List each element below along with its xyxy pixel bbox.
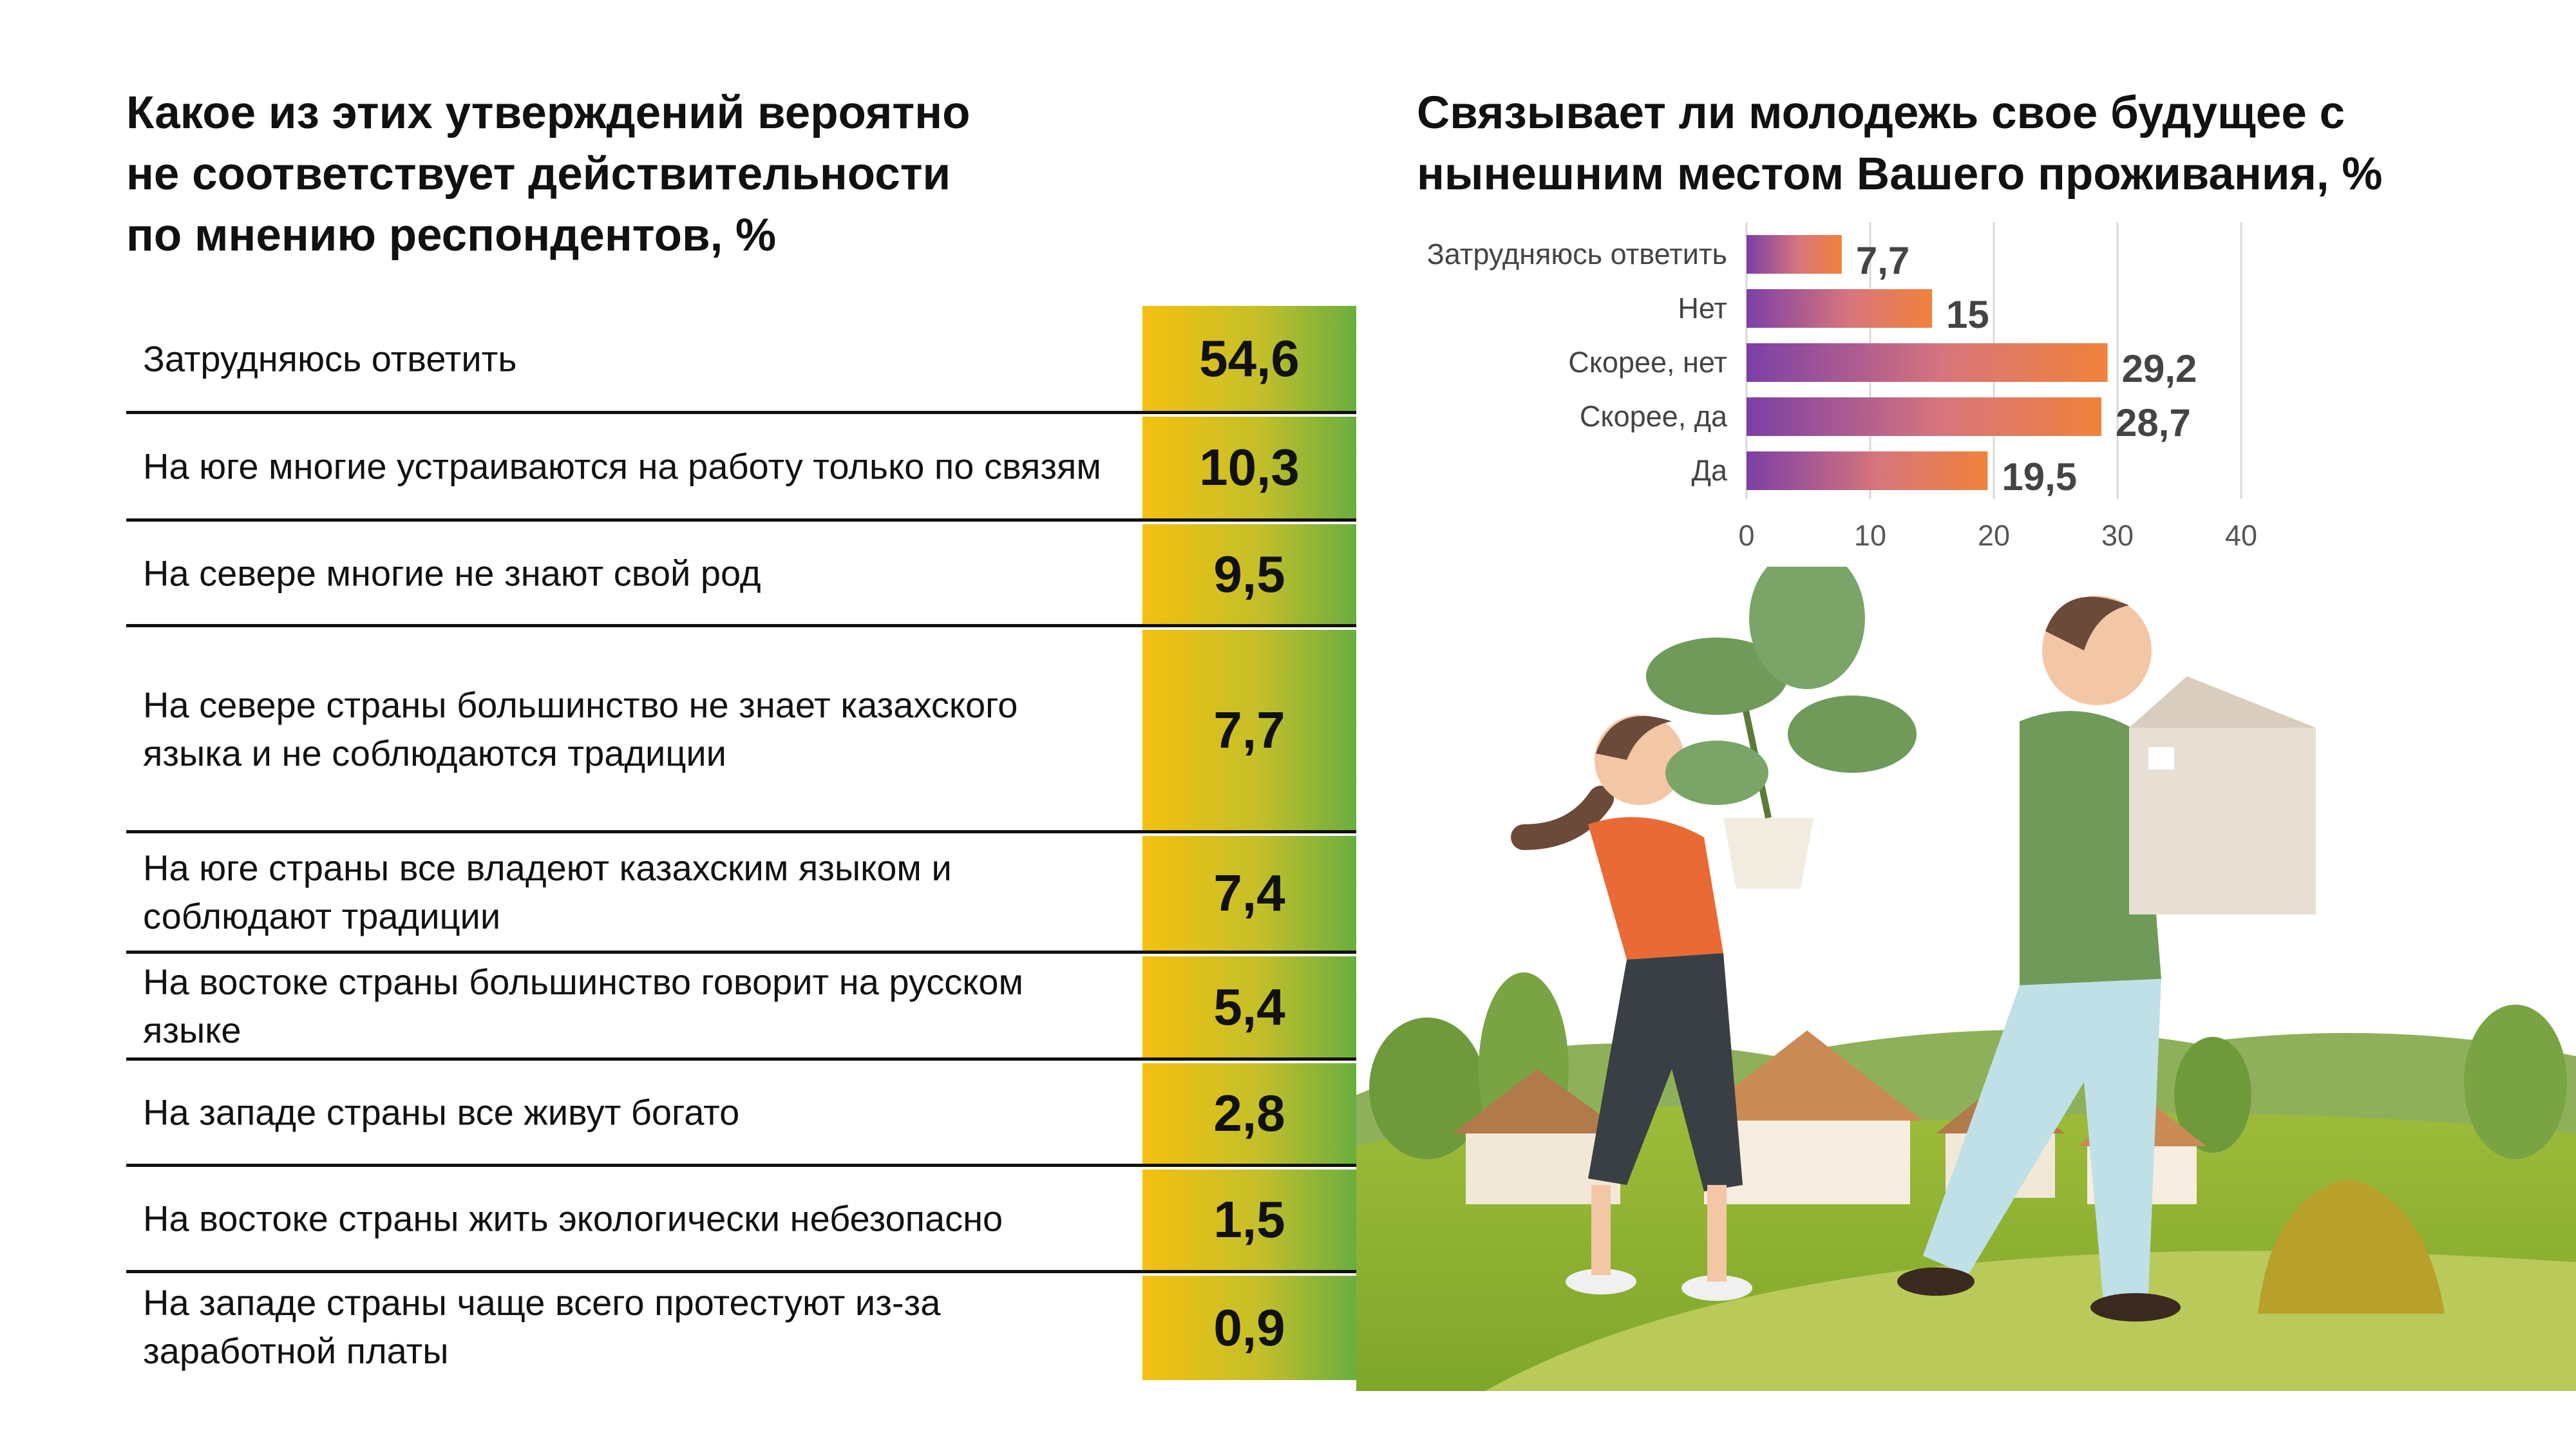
bar (1747, 343, 2108, 382)
category-label: Да (1691, 454, 1727, 487)
row-value: 9,5 (1142, 522, 1356, 624)
moving-people-illustration (1356, 567, 2576, 1391)
table-row: На юге многие устраиваются на работу тол… (126, 414, 1356, 522)
x-tick-label: 20 (1978, 519, 2010, 552)
category-label: Скорее, нет (1568, 346, 1727, 379)
row-value: 1,5 (1142, 1167, 1356, 1270)
row-label: Затрудняюсь ответить (143, 338, 517, 379)
chart-labels: 0 10 20 30 40 Затрудняюсь ответить 7,7 Нет 15 Ско… (1427, 238, 2257, 552)
row-label: На севере многие не знают свой род (143, 553, 761, 593)
table-row: На востоке страны большинство говорит на… (126, 954, 1356, 1061)
left-chart-title: Какое из этих утверждений вероятно не со… (126, 88, 971, 261)
value-label: 29,2 (2122, 347, 2197, 390)
row-value: 54,6 (1142, 306, 1356, 411)
value-label: 28,7 (2116, 401, 2191, 444)
haystack (2258, 1179, 2445, 1314)
row-value: 2,8 (1142, 1061, 1356, 1164)
value-label: 7,7 (1856, 239, 1909, 282)
cardboard-box (2129, 676, 2316, 914)
row-label: На севере страны большинство не знает ка… (143, 684, 1018, 773)
category-label: Скорее, да (1580, 400, 1728, 433)
table-row: На востоке страны жить экологически небе… (126, 1167, 1356, 1273)
right-chart-title: Связывает ли молодежь свое будущее с нын… (1417, 88, 2383, 200)
row-label: На западе страны все живут богато (143, 1092, 740, 1133)
x-tick-label: 10 (1854, 519, 1886, 552)
row-label: На востоке страны большинство говорит на… (143, 961, 1024, 1050)
row-value: 10,3 (1142, 414, 1356, 518)
bar (1747, 451, 1988, 490)
value-label: 15 (1946, 293, 1989, 336)
table-row: На юге страны все владеют казахским язык… (126, 833, 1356, 954)
row-label: На востоке страны жить экологически небе… (143, 1198, 1003, 1239)
category-label: Затрудняюсь ответить (1427, 238, 1727, 270)
chart-bars (1747, 235, 2108, 490)
woman-figure (1511, 715, 1752, 1301)
table-row: На севере страны большинство не знает ка… (126, 627, 1356, 833)
bar (1747, 235, 1842, 274)
bar (1747, 289, 1932, 328)
row-value: 5,4 (1142, 954, 1356, 1057)
x-tick-label: 30 (2101, 519, 2134, 552)
value-label: 19,5 (2002, 455, 2077, 498)
row-value: 0,9 (1142, 1273, 1356, 1380)
bar (1747, 397, 2102, 436)
row-value: 7,7 (1142, 627, 1356, 830)
man-figure (1897, 596, 2181, 1321)
potted-plant (1646, 567, 1917, 889)
bar-chart: 0 10 20 30 40 Затрудняюсь ответить 7,7 Нет 15 Ско… (1427, 222, 2257, 552)
table-row: На западе страны чаще всего протестуют и… (126, 1273, 1356, 1380)
row-value: 7,4 (1142, 833, 1356, 951)
row-label: На юге многие устраиваются на работу тол… (143, 446, 1101, 487)
table-row: На западе страны все живут богато 2,8 (126, 1061, 1356, 1167)
x-tick-label: 0 (1738, 519, 1754, 552)
statements-table: Затрудняюсь ответить 54,6 На юге многие … (126, 306, 1356, 1380)
row-label: На юге страны все владеют казахским язык… (143, 848, 952, 936)
category-label: Нет (1678, 292, 1727, 325)
row-label: На западе страны чаще всего протестуют и… (143, 1282, 941, 1371)
table-row: На севере многие не знают свой род 9,5 (126, 522, 1356, 627)
table-row: Затрудняюсь ответить 54,6 (126, 306, 1356, 414)
x-tick-label: 40 (2225, 519, 2257, 552)
